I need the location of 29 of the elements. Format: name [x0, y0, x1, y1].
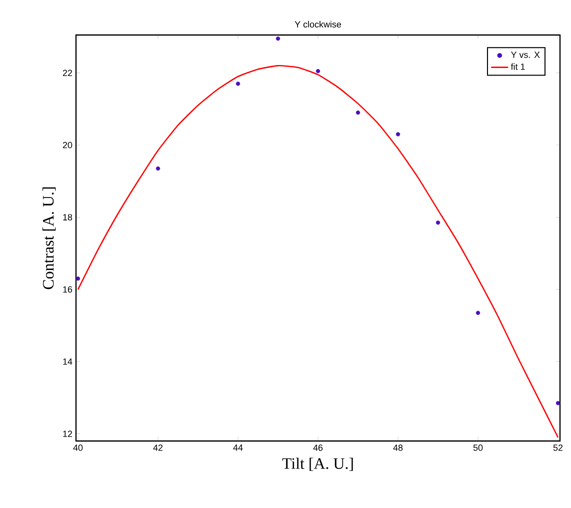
chart-title: Y clockwise: [294, 20, 342, 28]
legend-label: Y vs. X: [510, 52, 540, 58]
point: [76, 276, 80, 281]
point: [316, 68, 320, 74]
x-tick-label: 42: [153, 444, 163, 451]
point: [436, 220, 440, 225]
line-series: [77, 65, 559, 438]
x-tick-label: 50: [473, 444, 483, 451]
y-tick-label: 20: [62, 142, 72, 148]
x-tick-label: 52: [553, 444, 563, 451]
point: [276, 36, 280, 41]
point: [356, 110, 360, 115]
legend-label: fit 1: [510, 63, 525, 70]
y-tick-label: 18: [63, 214, 72, 220]
x-tick-label: 44: [233, 444, 243, 451]
y-axis-title: Contrast [A. U.]: [42, 187, 56, 290]
point: [476, 310, 480, 315]
y-tick-label: 14: [63, 358, 72, 365]
point: [556, 401, 560, 406]
x-axis-title: Tilt [A. U.]: [282, 458, 353, 471]
x-tick-label: 48: [393, 444, 403, 451]
point: [236, 82, 240, 86]
y-tick-label: 16: [63, 286, 72, 293]
x-tick-label: 46: [313, 444, 323, 451]
x-tick-label: 40: [73, 444, 83, 451]
point: [156, 166, 160, 171]
point: [396, 132, 400, 136]
y-tick-label: 12: [63, 430, 72, 437]
y-tick-label: 22: [62, 70, 72, 76]
